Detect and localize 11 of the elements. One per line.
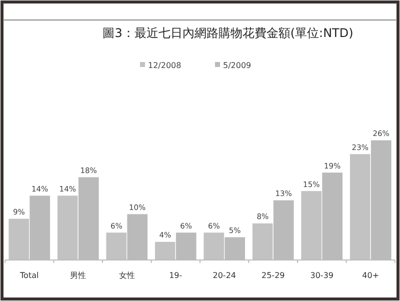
x-tick-label: 19- — [169, 271, 182, 280]
x-tick-label: 20-24 — [212, 271, 236, 280]
legend-label: 12/2008 — [148, 61, 182, 70]
x-tick-label: 男性 — [70, 271, 86, 280]
chart-title: 圖3：最近七日內網路購物花費金額(單位:NTD) — [102, 26, 354, 40]
x-tick-label: 30-39 — [310, 271, 334, 280]
x-tick-label: 40+ — [362, 271, 380, 280]
x-tick-label: 女性 — [118, 271, 135, 280]
x-tick-label: 25-29 — [262, 271, 285, 280]
x-tick-label: Total — [19, 271, 39, 280]
legend-label: 5/2009 — [223, 61, 252, 70]
